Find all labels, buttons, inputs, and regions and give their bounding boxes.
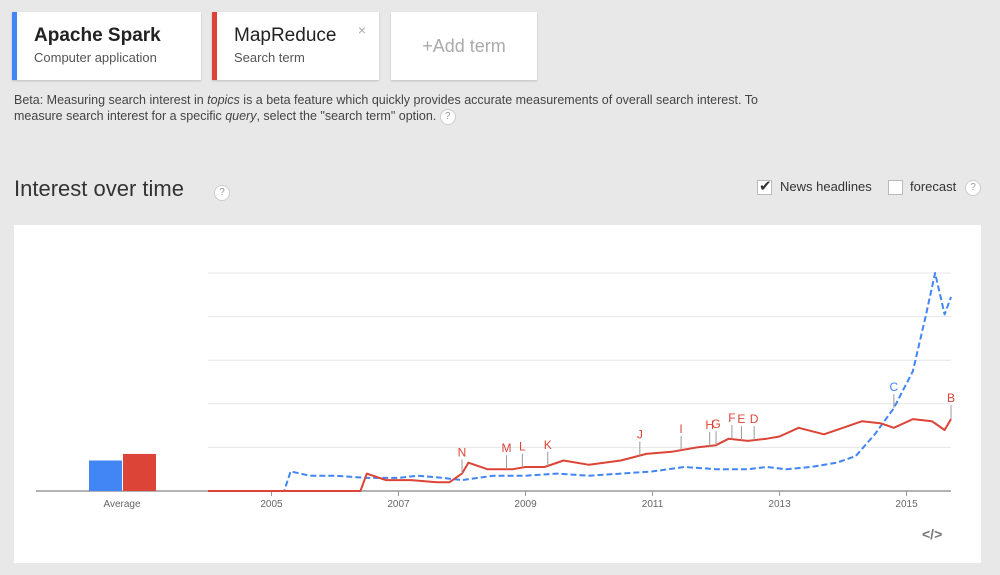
annotation-label: C [890,380,899,394]
average-bar [89,460,122,491]
term-subtitle: Computer application [34,50,157,65]
x-tick-label: 2011 [642,499,664,510]
annotation-label: B [947,391,955,405]
beta-text: Beta: Measuring search interest in [14,93,208,107]
news-headlines-checkbox[interactable]: ✔ [757,178,772,195]
term-name: MapReduce [234,25,337,46]
beta-query: query [225,109,257,123]
annotation-label: N [458,446,467,460]
annotation-label: E [737,412,745,426]
term-name: Apache Spark [34,25,161,46]
section-title: Interest over time [14,176,184,201]
series-line [208,418,952,492]
term-color-bar [212,12,217,80]
close-icon[interactable]: × [357,22,366,38]
x-tick-label: 2015 [895,499,918,510]
term-subtitle: Search term [234,50,305,65]
x-tick-label: 2007 [387,499,410,510]
add-term-button[interactable]: +Add term [391,12,537,80]
x-tick-label: 2013 [768,499,791,510]
interest-chart: 2005 2007 2009 2011 2013 2015 Average N M L K J I HG F… [36,272,955,510]
beta-text: , select the "search term" option. [256,109,437,123]
help-icon[interactable]: ? [965,180,981,196]
x-tick-label: 2009 [514,499,537,510]
annotation-label: F [728,411,735,425]
x-tick-label: 2005 [260,499,283,510]
annotation-label: G [711,417,720,431]
beta-notice: Beta: Measuring search interest in topic… [14,92,794,125]
news-headlines-label[interactable]: News headlines [780,179,872,194]
annotation-label: J [637,428,643,442]
help-icon[interactable]: ? [439,108,456,125]
forecast-label[interactable]: forecast [910,179,957,194]
average-label: Average [103,499,141,510]
forecast-checkbox[interactable] [888,180,903,195]
annotation-label: K [544,438,552,452]
annotation-label: I [679,422,682,436]
average-bar [123,453,156,491]
annotation-label: H [705,418,714,432]
chart-panel: 2005 2007 2009 2011 2013 2015 Average N M L K J I H G F… [14,225,981,563]
embed-icon[interactable]: </> [922,526,943,542]
annotation-label: D [750,412,759,426]
annotation-label: L [519,440,526,454]
beta-topics: topics [207,93,240,107]
beta-text: is a beta feature which quickly provides… [14,93,758,123]
help-icon[interactable]: ? [214,185,230,201]
series-line [208,272,952,492]
term-color-bar [12,12,17,80]
term-card-apache-spark[interactable]: Apache Spark Computer application [12,12,201,80]
annotation-label: M [501,441,511,455]
check-icon: ✔ [759,178,772,195]
term-card-mapreduce[interactable]: MapReduce Search term × [212,12,379,80]
